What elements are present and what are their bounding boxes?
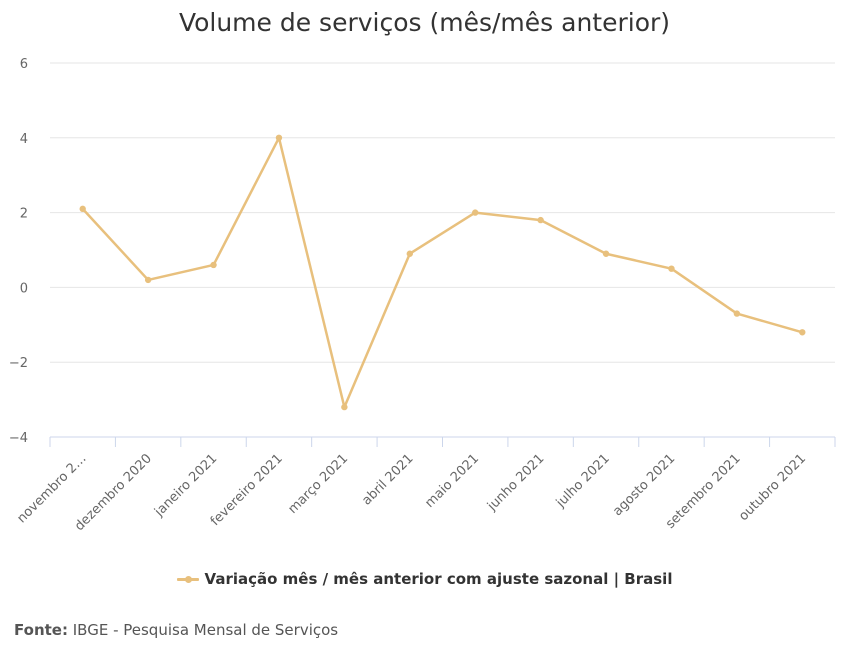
data-point: [733, 310, 741, 317]
legend-label: Variação mês / mês anterior com ajuste s…: [204, 570, 673, 588]
data-point: [602, 250, 610, 257]
legend-dot: [184, 576, 192, 583]
x-tick-label: março 2021: [285, 451, 351, 517]
series-line: [81, 136, 804, 409]
legend-symbol: [176, 573, 199, 585]
data-point: [537, 216, 544, 224]
line-chart: 6 4 2 0 −2 −4 novembro 2…dezembro 2020janeiro…: [9, 57, 836, 534]
x-tick-label: novembro 2…: [14, 451, 89, 526]
x-tick-label: abril 2021: [359, 451, 416, 508]
source-text: IBGE - Pesquisa Mensal de Serviços: [72, 621, 339, 639]
y-tick-label: −4: [9, 431, 28, 446]
data-point: [210, 261, 217, 269]
y-tick-label: 6: [20, 57, 28, 72]
x-tick-label: maio 2021: [422, 451, 482, 511]
x-tick-label: outubro 2021: [736, 451, 809, 524]
y-tick-label: 4: [20, 132, 28, 147]
data-point: [406, 250, 413, 257]
y-tick-label: 2: [20, 207, 28, 222]
data-point: [275, 134, 283, 141]
source-label: Fonte:: [14, 621, 68, 639]
x-tick-label: janeiro 2021: [151, 451, 220, 520]
series-layer: [79, 134, 806, 411]
data-point: [799, 329, 806, 336]
x-axis: [49, 436, 836, 447]
y-axis-ticks: 6 4 2 0 −2 −4: [9, 57, 28, 446]
y-tick-label: −2: [9, 356, 28, 371]
data-point: [341, 403, 348, 411]
x-tick-label: agosto 2021: [610, 451, 678, 519]
chart-title: Volume de serviços (mês/mês anterior): [178, 8, 671, 37]
grid-lines: [50, 62, 835, 438]
data-point: [144, 276, 152, 284]
source-note: Fonte: IBGE - Pesquisa Mensal de Serviço…: [14, 621, 338, 639]
data-point: [79, 205, 86, 213]
data-point: [668, 265, 675, 272]
x-tick-label: julho 2021: [553, 451, 613, 511]
x-tick-label: junho 2021: [484, 451, 547, 514]
legend[interactable]: Variação mês / mês anterior com ajuste s…: [0, 570, 849, 588]
data-point: [472, 209, 479, 216]
y-tick-label: 0: [20, 281, 28, 296]
x-tick-label: fevereiro 2021: [208, 451, 286, 529]
